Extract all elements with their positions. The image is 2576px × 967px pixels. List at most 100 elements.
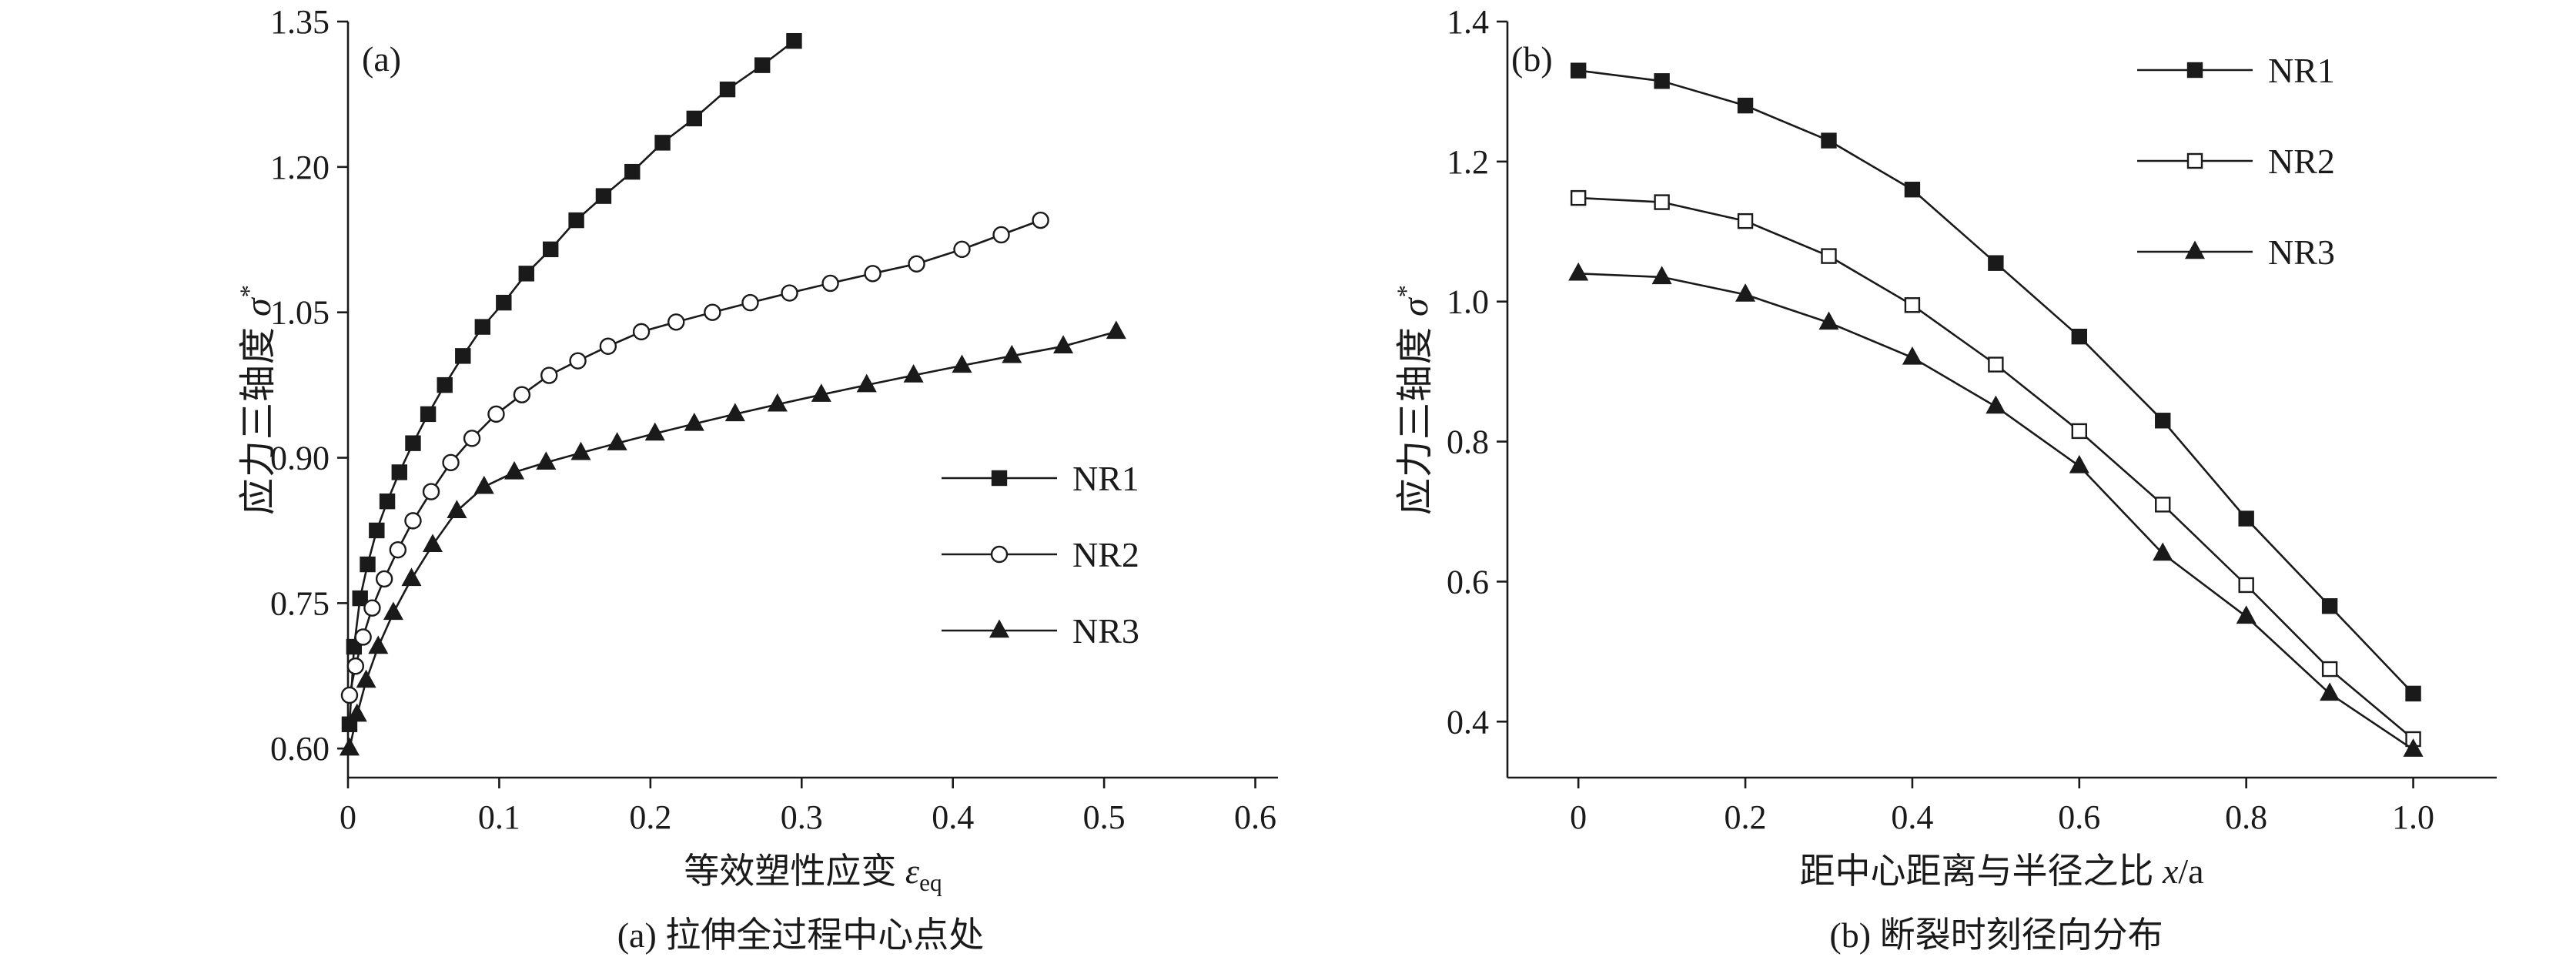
x-tick-label: 0.2: [629, 798, 671, 836]
series-NR3-line: [1578, 273, 2414, 751]
y-tick-label: 1.20: [270, 149, 330, 186]
marker-square-open: [2321, 661, 2338, 678]
marker-triangle-filled: [2403, 738, 2424, 757]
chart-a-caption: (a) 拉伸全过程中心点处: [617, 915, 985, 955]
y-tick-label: 1.2: [1447, 143, 1489, 181]
marker-circle-open: [990, 545, 1009, 564]
marker-square-filled: [595, 188, 612, 204]
y-tick-label: 0.75: [270, 584, 330, 622]
marker-square-filled: [369, 522, 385, 539]
marker-triangle-filled: [1106, 320, 1126, 340]
x-tick-label: 0.1: [478, 798, 520, 836]
marker-circle-open: [908, 255, 925, 273]
marker-circle-open: [667, 313, 685, 331]
marker-square-filled: [2186, 62, 2203, 79]
marker-circle-open: [599, 337, 617, 355]
marker-square-filled: [1737, 97, 1754, 114]
marker-square-filled: [391, 464, 407, 480]
y-tick-label: 1.4: [1447, 3, 1489, 41]
marker-triangle-filled: [811, 383, 831, 402]
legend-label-NR3: NR3: [1072, 611, 1139, 651]
marker-square-filled: [624, 163, 641, 180]
legend-item-NR3: NR3: [942, 611, 1139, 651]
marker-triangle-filled: [952, 354, 972, 373]
legend-item-NR1: NR1: [942, 459, 1139, 498]
marker-triangle-filled: [1986, 395, 2006, 414]
marker-circle-open: [513, 386, 531, 403]
marker-square-open: [1904, 297, 1921, 313]
marker-circle-open: [404, 512, 422, 530]
marker-circle-open: [992, 226, 1010, 244]
y-tick-label: 0.6: [1447, 563, 1489, 601]
marker-square-filled: [352, 590, 368, 607]
marker-circle-open: [389, 540, 407, 559]
marker-square-filled: [420, 406, 437, 423]
marker-triangle-filled: [2236, 605, 2257, 624]
marker-triangle-filled: [989, 619, 1010, 638]
marker-triangle-filled: [1651, 266, 1672, 285]
marker-triangle-filled: [856, 373, 877, 393]
series-NR2: [340, 211, 1049, 704]
marker-triangle-filled: [346, 703, 367, 722]
marker-triangle-filled: [368, 635, 389, 654]
marker-triangle-filled: [570, 441, 591, 460]
marker-triangle-filled: [422, 534, 443, 553]
marker-square-filled: [455, 348, 471, 364]
marker-triangle-filled: [401, 567, 422, 587]
marker-circle-open: [632, 323, 651, 341]
series-NR1: [1570, 62, 2421, 702]
marker-triangle-filled: [1568, 262, 1589, 281]
legend-label-NR2: NR2: [1072, 535, 1139, 574]
marker-square-filled: [719, 81, 736, 98]
marker-triangle-filled: [1735, 283, 1756, 302]
legend-label-NR1: NR1: [2268, 51, 2335, 90]
marker-triangle-filled: [383, 601, 403, 621]
chart-b-panel-label: (b): [1511, 39, 1553, 79]
marker-circle-open: [463, 430, 481, 447]
marker-circle-open: [569, 352, 587, 370]
marker-triangle-filled: [1002, 344, 1022, 363]
marker-circle-open: [487, 405, 505, 423]
x-tick-label: 0.4: [932, 798, 974, 836]
marker-triangle-filled: [339, 737, 360, 756]
marker-square-filled: [2155, 413, 2171, 429]
marker-square-filled: [786, 32, 802, 49]
chart-b-plot: 0 0.2 0.4 0.6 0.8 1.0 0.4 0.6 0.8 1.0 1.2 1.4 NR1 NR2…: [1447, 3, 2497, 836]
series-NR3: [1568, 262, 2424, 757]
chart-panel-a: 0 0.1 0.2 0.3 0.4 0.5 0.6 0.60 0.75 0.90 1.05 1.20 1…: [236, 3, 1278, 955]
series-NR1: [341, 32, 802, 732]
marker-square-open: [1821, 248, 1837, 264]
legend-item-NR3: NR3: [2137, 233, 2335, 272]
x-tick-label: 0.3: [781, 798, 823, 836]
marker-square-open: [2155, 497, 2171, 513]
marker-circle-open: [704, 303, 721, 321]
marker-triangle-filled: [607, 432, 627, 450]
x-tick-label: 0.6: [2058, 798, 2100, 836]
marker-triangle-filled: [1818, 311, 1839, 330]
marker-square-filled: [360, 556, 376, 573]
marker-square-filled: [1654, 73, 1670, 89]
marker-circle-open: [442, 453, 460, 472]
marker-circle-open: [354, 628, 372, 646]
marker-square-filled: [686, 110, 703, 127]
marker-triangle-filled: [447, 500, 467, 518]
marker-square-filled: [568, 212, 584, 229]
marker-square-open: [1570, 189, 1587, 206]
marker-triangle-filled: [724, 403, 745, 422]
y-tick-label: 0.4: [1447, 703, 1489, 741]
marker-circle-open: [346, 657, 365, 675]
marker-triangle-filled: [2069, 454, 2089, 473]
x-tick-label: 0.5: [1083, 798, 1126, 836]
marker-circle-open: [953, 240, 971, 259]
series-NR3-line: [348, 330, 1117, 749]
marker-square-filled: [496, 294, 512, 311]
marker-triangle-filled: [644, 422, 665, 441]
marker-triangle-filled: [2184, 240, 2206, 259]
marker-square-filled: [543, 241, 559, 258]
marker-triangle-filled: [1902, 346, 1922, 365]
chart-b-yaxis-label: 应力三轴度 σ*: [1393, 284, 1436, 515]
series-NR3: [339, 320, 1126, 756]
marker-square-filled: [754, 57, 771, 73]
series-NR2: [1570, 189, 2421, 748]
